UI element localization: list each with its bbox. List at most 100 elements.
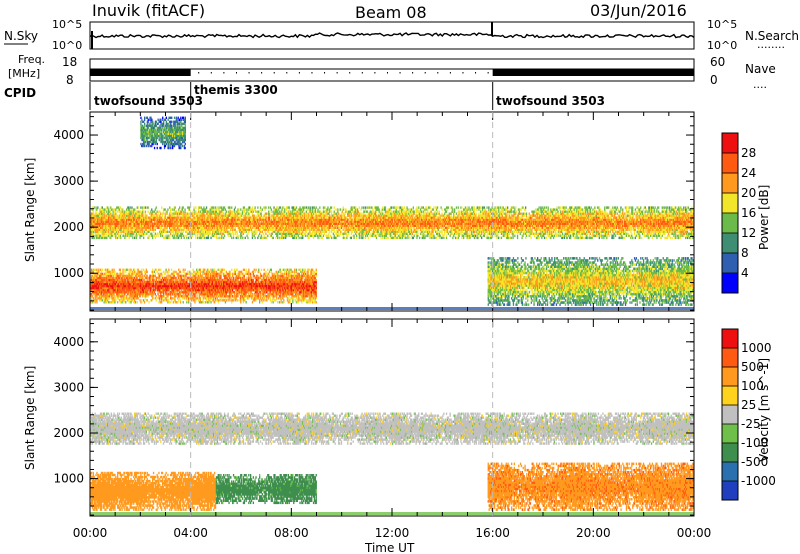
- echo-cell: [164, 216, 166, 219]
- echo-cell: [203, 226, 205, 229]
- echo-cell: [167, 208, 169, 211]
- echo-cell: [187, 224, 189, 227]
- echo-cell: [242, 230, 245, 233]
- echo-cell: [112, 210, 114, 213]
- echo-cell: [102, 212, 104, 215]
- echo-cell: [302, 212, 304, 215]
- echo-cell: [247, 226, 249, 229]
- echo-cell: [289, 234, 291, 237]
- echo-cell: [292, 216, 294, 219]
- echo-cell: [140, 216, 142, 219]
- echo-cell: [156, 214, 158, 217]
- echo-cell: [267, 222, 269, 225]
- echo-cell: [188, 222, 191, 225]
- echo-cell: [108, 232, 111, 235]
- echo-cell: [183, 214, 185, 217]
- noise-sky-trace: [89, 22, 695, 49]
- echo-cell: [96, 220, 98, 223]
- echo-cell: [294, 230, 296, 233]
- echo-cell: [100, 236, 103, 240]
- echo-cell: [210, 222, 212, 225]
- echo-cell: [99, 222, 101, 225]
- echo-cell: [123, 216, 125, 219]
- echo-cell: [216, 220, 218, 223]
- echo-cell: [91, 218, 94, 221]
- echo-cell: [202, 220, 204, 223]
- echo-cell: [161, 220, 163, 223]
- nave-dot: [462, 72, 464, 74]
- echo-cell: [131, 216, 133, 219]
- echo-cell: [307, 206, 309, 209]
- echo-cell: [273, 212, 275, 215]
- echo-cell: [269, 222, 272, 225]
- echo-cell: [144, 210, 147, 213]
- echo-cell: [179, 216, 182, 219]
- echo-cell: [205, 232, 207, 235]
- echo-cell: [126, 230, 128, 233]
- echo-cell: [255, 216, 257, 219]
- echo-cell: [277, 224, 279, 227]
- echo-cell: [312, 218, 314, 221]
- echo-cell: [320, 216, 322, 219]
- echo-cell: [215, 226, 218, 229]
- echo-cell: [231, 218, 233, 221]
- echo-cell: [129, 234, 131, 237]
- echo-cell: [134, 224, 136, 227]
- echo-cell: [253, 230, 255, 233]
- echo-cell: [90, 224, 93, 227]
- echo-cell: [281, 212, 283, 215]
- echo-cell: [264, 216, 266, 219]
- echo-cell: [265, 220, 267, 223]
- echo-cell: [95, 236, 97, 240]
- echo-cell: [106, 236, 108, 240]
- echo-cell: [293, 216, 295, 219]
- echo-cell: [210, 236, 212, 240]
- echo-cell: [407, 236, 409, 240]
- echo-cell: [108, 216, 111, 219]
- echo-cell: [130, 208, 132, 211]
- echo-cell: [131, 218, 133, 221]
- echo-cell: [165, 222, 167, 225]
- echo-cell: [177, 232, 179, 235]
- echo-cell: [170, 212, 173, 215]
- echo-cell: [93, 220, 95, 223]
- echo-cell: [363, 236, 365, 240]
- echo-cell: [294, 214, 296, 217]
- echo-cell: [118, 226, 121, 229]
- echo-cell: [259, 224, 262, 227]
- echo-cell: [330, 214, 333, 217]
- echo-cell: [265, 222, 267, 225]
- echo-cell: [113, 226, 115, 229]
- echo-cell: [286, 228, 289, 231]
- echo-cell: [305, 212, 307, 215]
- echo-cell: [110, 214, 112, 217]
- echo-cell: [331, 216, 334, 219]
- echo-cell: [132, 232, 134, 235]
- echo-cell: [310, 232, 312, 235]
- echo-cell: [287, 210, 289, 213]
- echo-cell: [330, 228, 333, 231]
- echo-cell: [110, 228, 112, 231]
- echo-cell: [152, 224, 154, 227]
- echo-cell: [197, 230, 199, 233]
- echo-cell: [224, 208, 227, 211]
- echo-cell: [356, 208, 359, 211]
- echo-cell: [193, 208, 195, 211]
- echo-cell: [198, 220, 201, 223]
- echo-cell: [322, 224, 325, 227]
- echo-cell: [243, 230, 245, 233]
- echo-cell: [316, 222, 318, 225]
- echo-cell: [119, 206, 121, 209]
- echo-cell: [279, 224, 281, 227]
- echo-cell: [191, 228, 193, 231]
- echo-cell: [203, 210, 205, 213]
- echo-cell: [192, 222, 194, 225]
- echo-cell: [323, 216, 325, 219]
- echo-cell: [235, 236, 237, 240]
- echo-cell: [219, 214, 221, 217]
- echo-cell: [280, 222, 282, 225]
- echo-cell: [303, 212, 305, 215]
- echo-cell: [155, 214, 157, 217]
- echo-cell: [300, 216, 302, 219]
- echo-cell: [295, 236, 298, 240]
